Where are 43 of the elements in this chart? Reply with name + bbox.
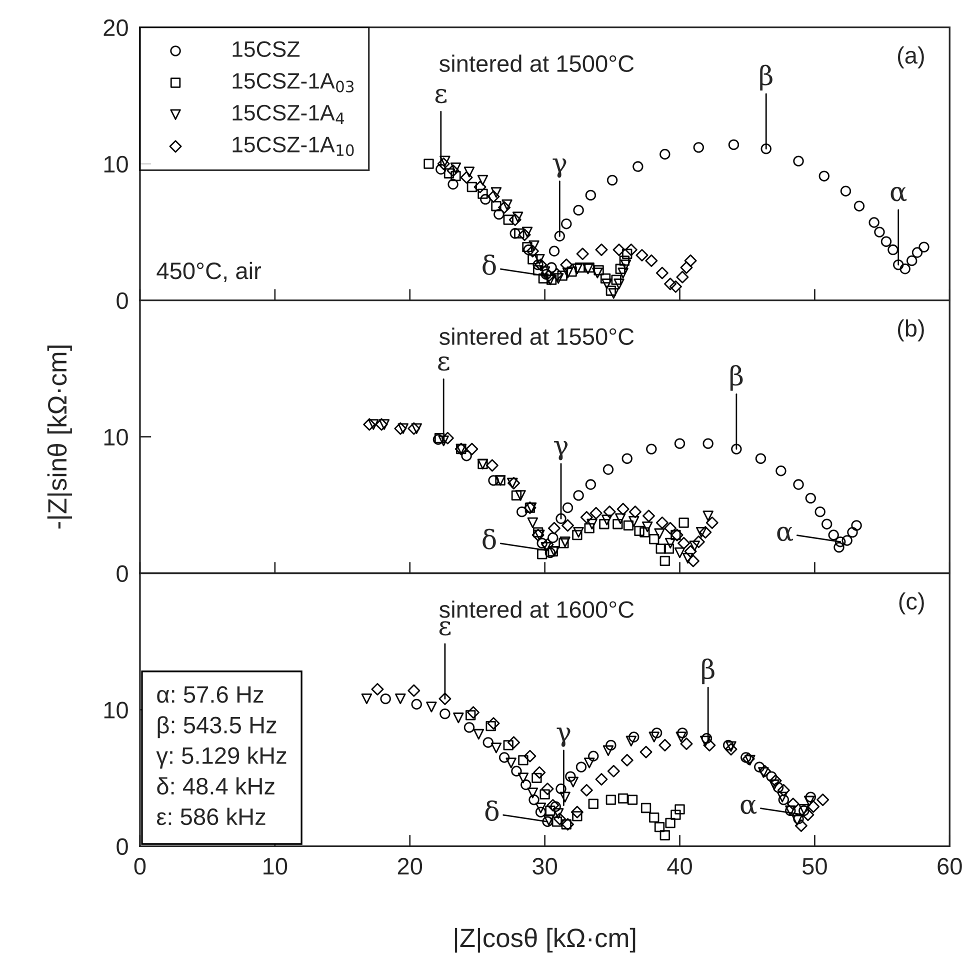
- y-tick-label: 10: [104, 702, 128, 719]
- annotation: (a): [898, 46, 924, 68]
- y-tick-label: 10: [104, 156, 128, 173]
- annotation: δ: [482, 254, 496, 276]
- annotation: α: 57.6 Hz β: 543.5 Hz γ: 5.129 kHz δ: 48.4 kHz ε: 586 kHz: [156, 686, 286, 826]
- annotation: ε: [435, 88, 447, 104]
- annotation: 450°C, air: [156, 262, 262, 282]
- x-tick-label: 40: [667, 858, 692, 875]
- annotation: α: [890, 186, 907, 202]
- legend-label: 15CSZ-1A$_{03}$: [232, 73, 354, 92]
- y-tick-label: 0: [116, 565, 128, 582]
- text: sintered at 1550°C: [439, 328, 634, 345]
- x-tick-label: 60: [938, 858, 962, 875]
- legend-label: 15CSZ-1A$_{10}$: [232, 136, 354, 156]
- y-tick-label: 0: [116, 838, 128, 855]
- annotation: ε: [439, 621, 451, 636]
- x-tick-label: 20: [398, 858, 422, 875]
- annotation: β: [730, 365, 743, 391]
- text: sintered at 1500°C: [439, 54, 634, 72]
- annotation: δ: [485, 800, 499, 821]
- annotation: α: [740, 800, 757, 814]
- annotation: γ: [556, 728, 570, 747]
- annotation: (c): [899, 592, 924, 614]
- annotation: (b): [898, 319, 924, 342]
- x-tick-label: 50: [802, 858, 827, 875]
- legend-label: 15CSZ-1A$_{4}$: [232, 104, 344, 124]
- y-tick-label: 0: [116, 292, 128, 310]
- annotation: γ: [552, 158, 566, 178]
- legend-label: 15CSZ: [232, 41, 300, 57]
- annotation: α: [777, 526, 793, 542]
- x-tick-label: 30: [532, 858, 558, 875]
- x-tick-label: 10: [264, 858, 288, 875]
- annotation: β: [702, 658, 714, 684]
- text: sintered at 1600°C: [439, 600, 634, 618]
- x-axis-title: |Z|cosθ [kΩ·cm]: [454, 928, 636, 953]
- annotation: δ: [482, 528, 496, 550]
- y-tick-label: 10: [104, 428, 128, 446]
- annotation: ε: [438, 356, 450, 371]
- y-tick-label: 20: [104, 19, 128, 36]
- x-tick-label: 0: [134, 858, 146, 875]
- annotation: β: [760, 64, 772, 90]
- y-axis-title: -|Z|sinθ [kΩ·cm]: [47, 346, 72, 529]
- annotation: γ: [554, 441, 568, 460]
